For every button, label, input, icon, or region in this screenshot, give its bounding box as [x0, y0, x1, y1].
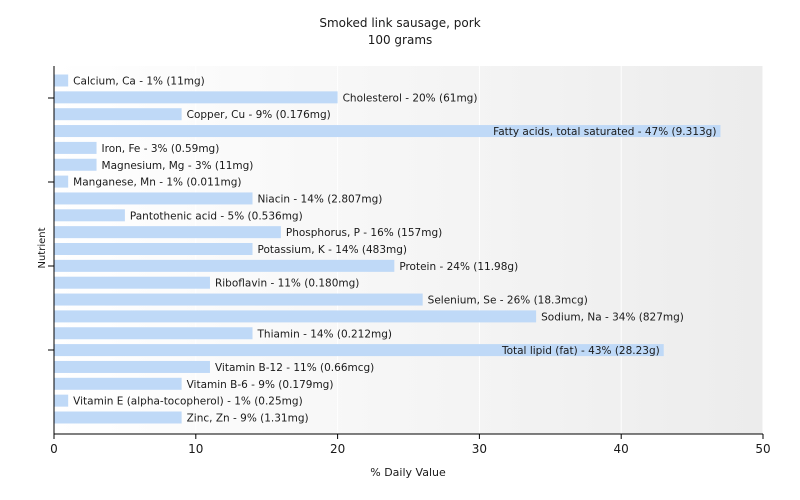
x-ticks-group: 0 10 20 30 40 50 [50, 434, 771, 456]
bar [54, 226, 281, 239]
bar [54, 125, 721, 138]
bar-label: Potassium, K - 14% (483mg) [258, 244, 408, 256]
bar [54, 209, 125, 222]
bar-label: Pantothenic acid - 5% (0.536mg) [130, 210, 303, 222]
bar [54, 158, 97, 171]
bar [54, 91, 338, 104]
bar [54, 259, 395, 272]
bar [54, 276, 210, 289]
bar [54, 175, 69, 188]
bar [54, 310, 537, 323]
bar [54, 411, 182, 424]
bar-label: Phosphorus, P - 16% (157mg) [286, 227, 442, 239]
bar [54, 192, 253, 205]
bar [54, 243, 253, 255]
bar-label: Copper, Cu - 9% (0.176mg) [187, 109, 331, 121]
bar [54, 74, 69, 87]
x-tick-label: 0 [50, 442, 58, 456]
bar [54, 108, 182, 121]
bar-label: Vitamin B-12 - 11% (0.66mcg) [215, 362, 374, 374]
y-ticks-group [48, 97, 54, 351]
bar [54, 327, 253, 340]
bars-group: Calcium, Ca - 1% (11mg) Cholesterol - 20%… [54, 74, 721, 425]
bar [54, 377, 182, 390]
bar-label: Selenium, Se - 26% (18.3mcg) [428, 295, 588, 307]
bar-label: Fatty acids, total saturated - 47% (9.31… [493, 126, 716, 138]
x-tick-label: 30 [472, 442, 487, 456]
bar-label: Total lipid (fat) - 43% (28.23g) [501, 345, 660, 357]
bar-label: Riboflavin - 11% (0.180mg) [215, 278, 359, 290]
axes-group [53, 66, 763, 435]
bar-label: Sodium, Na - 34% (827mg) [541, 311, 684, 323]
x-tick-label: 20 [330, 442, 345, 456]
bar-label: Niacin - 14% (2.807mg) [258, 193, 383, 205]
bar-label: Protein - 24% (11.98g) [399, 261, 518, 273]
bar-label: Magnesium, Mg - 3% (11mg) [102, 160, 254, 172]
bar-label: Thiamin - 14% (0.212mg) [257, 328, 393, 340]
bar-label: Cholesterol - 20% (61mg) [343, 92, 478, 104]
x-axis-label: % Daily Value [370, 466, 446, 479]
bar-label: Calcium, Ca - 1% (11mg) [73, 76, 205, 88]
bar [54, 293, 423, 306]
bar-label: Iron, Fe - 3% (0.59mg) [102, 143, 220, 155]
bar [54, 360, 210, 373]
chart-title: Smoked link sausage, pork [319, 16, 480, 30]
chart-subtitle: 100 grams [368, 33, 433, 47]
bar-label: Zinc, Zn - 9% (1.31mg) [187, 413, 309, 425]
bar-label: Vitamin E (alpha-tocopherol) - 1% (0.25m… [73, 396, 303, 408]
x-tick-label: 10 [188, 442, 203, 456]
bar [54, 394, 69, 407]
bar-label: Vitamin B-6 - 9% (0.179mg) [187, 379, 334, 391]
bar [54, 344, 664, 357]
y-axis-label: Nutrient [37, 227, 48, 268]
x-tick-label: 50 [755, 442, 770, 456]
bar [54, 141, 97, 154]
x-tick-label: 40 [614, 442, 629, 456]
bar-label: Manganese, Mn - 1% (0.011mg) [73, 177, 241, 189]
